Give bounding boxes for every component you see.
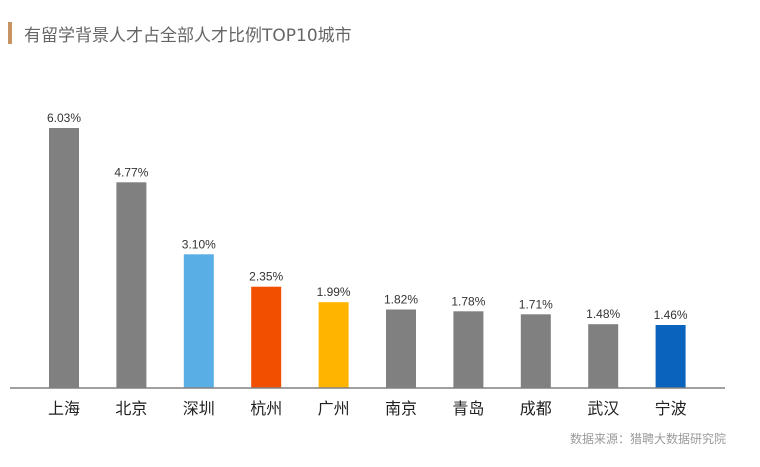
category-label-南京: 南京: [385, 399, 417, 418]
value-label-上海: 6.03%: [47, 111, 81, 125]
bar-南京: [386, 309, 416, 388]
category-label-杭州: 杭州: [250, 399, 282, 418]
category-label-武汉: 武汉: [587, 399, 619, 418]
category-label-成都: 成都: [520, 399, 552, 418]
bar-广州: [318, 302, 349, 388]
category-labels-group: 上海 北京 深圳 杭州 广州 南京 青岛 成都 武汉 宁波: [48, 399, 687, 418]
value-label-武汉: 1.48%: [586, 307, 620, 321]
chart-title: 有留学背景人才占全部人才比例TOP10城市: [24, 26, 352, 46]
category-label-深圳: 深圳: [183, 399, 215, 418]
bar-青岛: [453, 311, 484, 388]
category-label-宁波: 宁波: [655, 399, 687, 418]
value-label-广州: 1.99%: [317, 285, 351, 299]
bars-group: [49, 128, 686, 388]
bar-武汉: [588, 324, 619, 388]
bar-杭州: [251, 286, 282, 388]
category-label-青岛: 青岛: [452, 399, 484, 418]
category-label-北京: 北京: [115, 399, 147, 418]
category-label-广州: 广州: [318, 399, 350, 418]
value-label-北京: 4.77%: [114, 165, 148, 179]
value-label-青岛: 1.78%: [451, 294, 485, 308]
value-label-深圳: 3.10%: [182, 237, 216, 251]
value-label-成都: 1.71%: [519, 297, 553, 311]
source-note: 数据来源：猎聘大数据研究院: [569, 432, 726, 446]
bar-深圳: [183, 254, 214, 388]
title-accent-bar: [8, 22, 12, 44]
bar-北京: [116, 182, 147, 388]
bar-宁波: [655, 325, 686, 388]
value-label-杭州: 2.35%: [249, 270, 283, 284]
bar-上海: [49, 128, 79, 388]
value-labels-group: 6.03% 4.77% 3.10% 2.35% 1.99% 1.82% 1.78% 1.71%…: [47, 111, 688, 322]
value-label-南京: 1.82%: [384, 293, 418, 307]
bar-成都: [520, 314, 551, 388]
value-label-宁波: 1.46%: [654, 308, 688, 322]
category-label-上海: 上海: [48, 399, 80, 418]
